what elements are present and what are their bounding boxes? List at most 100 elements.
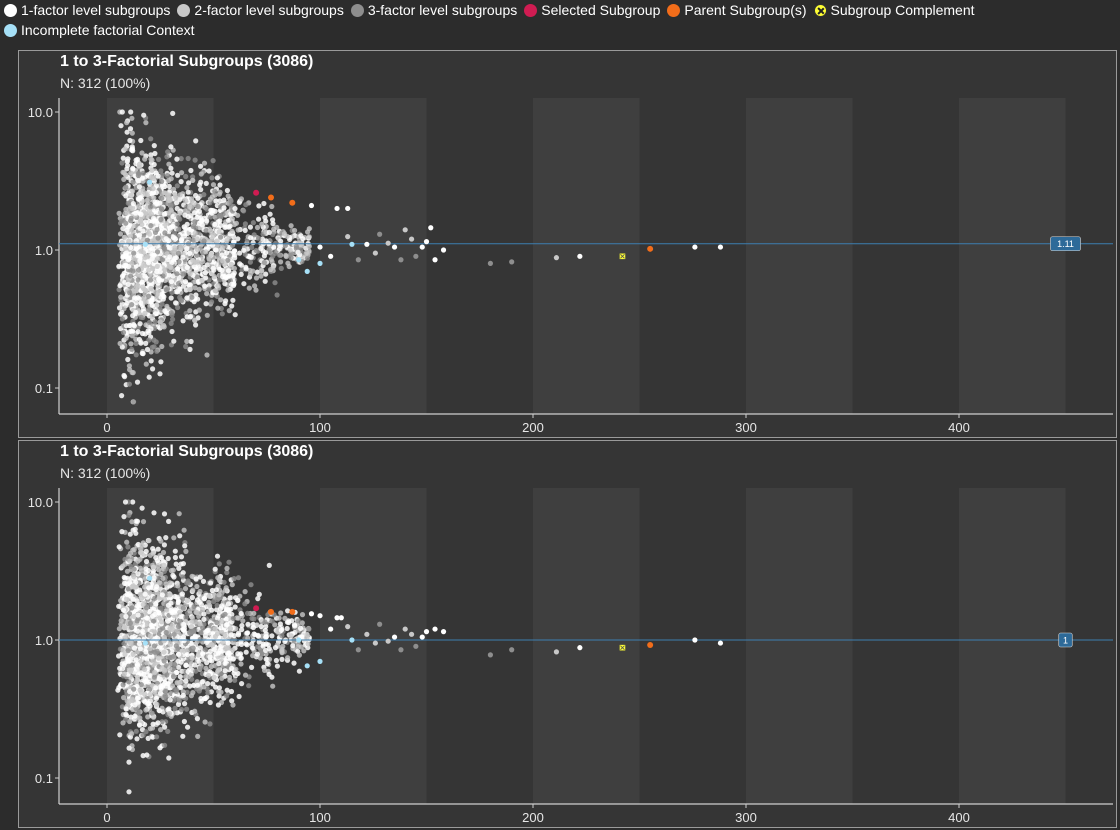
subgroup-point — [130, 179, 136, 185]
subgroup-point — [166, 161, 172, 167]
subgroup-point — [206, 168, 212, 174]
background-band — [959, 488, 1066, 804]
subgroup-point — [251, 610, 257, 616]
subgroup-point — [177, 674, 183, 680]
subgroup-point — [364, 631, 370, 637]
subgroup-point — [157, 745, 163, 751]
subgroup-point — [419, 244, 425, 250]
subgroup-point — [129, 333, 135, 339]
subgroup-point — [178, 685, 184, 691]
subgroup-point — [220, 258, 226, 264]
subgroup-point — [205, 672, 212, 679]
subgroup-point — [120, 226, 126, 232]
subgroup-point — [164, 607, 170, 613]
subgroup-point — [268, 267, 274, 273]
subgroup-point — [273, 657, 279, 664]
subgroup-point — [149, 157, 155, 163]
subgroup-point — [334, 205, 340, 212]
subgroup-point — [202, 270, 208, 276]
x-tick-label: 0 — [103, 810, 110, 825]
subgroup-point — [214, 175, 220, 181]
subgroup-point — [204, 312, 210, 318]
y-tick-label: 0.1 — [35, 771, 53, 786]
subgroup-point — [276, 252, 283, 258]
subgroup-point — [193, 192, 199, 199]
subgroup-point — [487, 652, 493, 658]
x-tick-label: 200 — [522, 420, 544, 435]
subgroup-point — [440, 629, 447, 635]
subgroup-point — [296, 652, 302, 658]
subgroup-point — [254, 651, 260, 657]
legend-item[interactable]: 1-factor level subgroups — [4, 0, 170, 20]
legend-item[interactable]: 2-factor level subgroups — [177, 0, 344, 20]
subgroup-point — [142, 191, 149, 197]
subgroup-point — [135, 178, 141, 184]
y-tick-label: 10.0 — [28, 495, 53, 510]
subgroup-point — [229, 665, 235, 671]
subgroup-point — [128, 668, 134, 674]
subgroup-point — [175, 250, 181, 256]
subgroup-point — [207, 602, 213, 608]
subgroup-point — [207, 654, 213, 660]
subgroup-point — [160, 549, 167, 556]
subgroup-point — [181, 718, 187, 725]
subgroup-point — [128, 273, 134, 279]
subgroup-point — [154, 294, 160, 300]
subgroup-point — [176, 697, 182, 703]
subgroup-point — [187, 308, 193, 314]
subgroup-point — [173, 688, 179, 694]
subgroup-point — [185, 155, 191, 162]
subgroup-point — [170, 567, 176, 573]
subgroup-point — [166, 706, 172, 712]
subgroup-point — [123, 220, 129, 226]
legend-item[interactable]: Selected Subgroup — [524, 0, 660, 20]
subgroup-point — [256, 203, 262, 209]
subgroup-point — [143, 729, 149, 735]
background-band — [746, 98, 853, 414]
subgroup-point — [200, 578, 207, 584]
subgroup-point — [124, 581, 130, 587]
subgroup-point — [122, 263, 128, 269]
subgroup-point — [148, 223, 154, 229]
subgroup-point — [133, 246, 139, 252]
subgroup-point — [137, 556, 143, 562]
subgroup-point — [118, 123, 124, 129]
subgroup-point — [133, 263, 139, 269]
subgroup-point — [150, 658, 156, 664]
subgroup-point — [136, 336, 142, 343]
legend-item[interactable]: 3-factor level subgroups — [350, 0, 517, 20]
legend-item[interactable]: Incomplete factorial Context — [4, 20, 195, 40]
subgroup-point — [137, 591, 143, 597]
subgroup-point — [398, 257, 404, 263]
subgroup-point — [119, 301, 125, 307]
subgroup-point — [119, 273, 126, 279]
subgroup-point — [130, 370, 136, 376]
subgroup-point — [218, 222, 224, 228]
legend-item[interactable]: Parent Subgroup(s) — [667, 0, 807, 20]
legend-item[interactable]: Subgroup Complement — [813, 0, 975, 20]
subgroup-point — [174, 156, 180, 162]
subgroup-point — [168, 176, 174, 182]
subgroup-point — [230, 297, 236, 303]
subgroup-point — [184, 295, 190, 301]
subgroup-point — [198, 698, 204, 704]
subgroup-point — [126, 381, 132, 387]
subgroup-point — [214, 619, 220, 626]
subgroup-point — [190, 177, 196, 183]
subgroup-point — [207, 648, 213, 654]
subgroup-point — [126, 759, 132, 765]
subgroup-point — [225, 652, 231, 658]
subgroup-point — [144, 197, 150, 203]
subgroup-point — [184, 264, 190, 271]
subgroup-point — [293, 243, 299, 249]
subgroup-point — [262, 667, 268, 673]
subgroup-point — [142, 255, 148, 261]
subgroup-point — [119, 316, 125, 322]
subgroup-point — [224, 250, 230, 256]
subgroup-point — [211, 274, 217, 280]
subgroup-point — [253, 247, 259, 254]
subgroup-point — [159, 172, 165, 178]
subgroup-point — [220, 640, 226, 646]
